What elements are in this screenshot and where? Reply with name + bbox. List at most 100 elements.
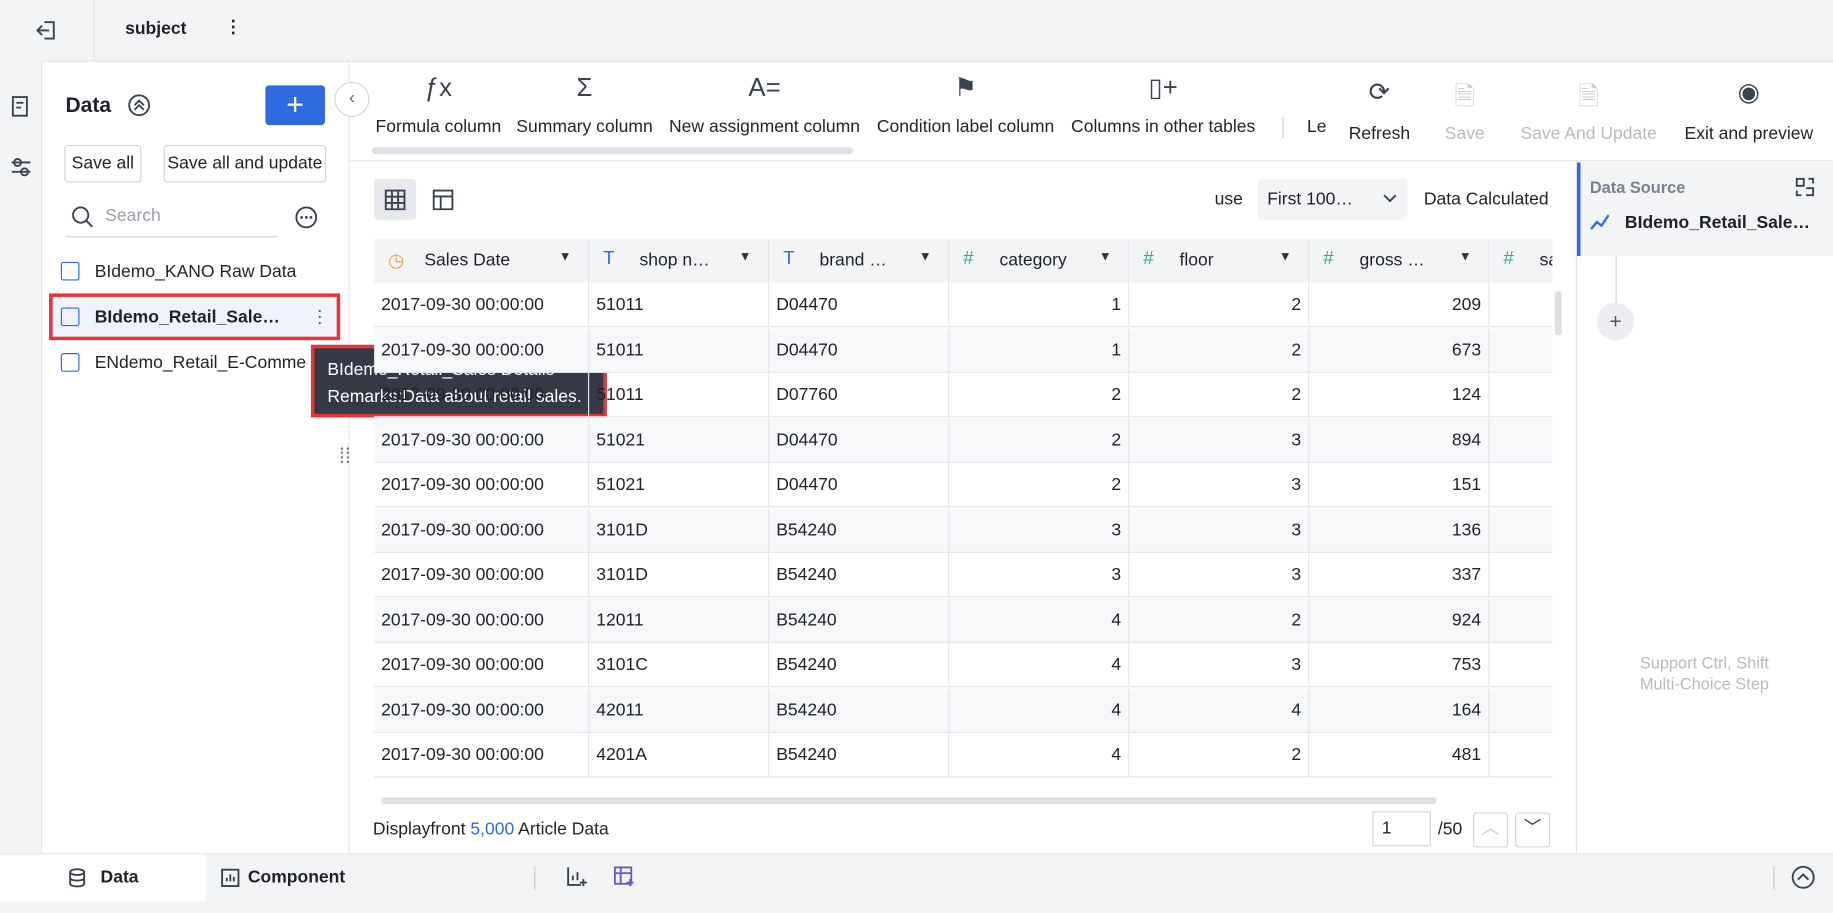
- rows-select[interactable]: [1257, 178, 1408, 220]
- status: Data Calculated: [1423, 189, 1549, 210]
- dataset-more[interactable]: ⋮: [310, 307, 329, 328]
- dataset-item[interactable]: BIdemo_KANO Raw Data: [94, 261, 297, 282]
- swap-icon[interactable]: [1794, 177, 1815, 198]
- cell: 337: [1309, 552, 1490, 598]
- back-icon[interactable]: [35, 19, 58, 42]
- toolbar-item[interactable]: Le: [1306, 116, 1326, 137]
- cell: 2017-09-30 00:00:00: [374, 687, 590, 733]
- action-button[interactable]: Refresh: [1348, 123, 1411, 144]
- column-title: shop n…: [639, 250, 710, 271]
- footer-suffix: Article Data: [518, 819, 609, 840]
- column-header[interactable]: # gross … ▼: [1309, 238, 1490, 283]
- action-button[interactable]: Exit and preview: [1684, 123, 1814, 144]
- panel-title: Data Source: [1589, 177, 1686, 197]
- toolbar-item[interactable]: Summary column: [516, 116, 653, 137]
- toolbar-item[interactable]: Columns in other tables: [1071, 116, 1256, 137]
- divider: [1282, 116, 1284, 138]
- column-header[interactable]: # sa: [1489, 238, 1553, 283]
- toolbar-item[interactable]: Condition label column: [876, 116, 1055, 137]
- cell: 2017-09-30 00:00:00: [374, 327, 590, 373]
- settings-icon[interactable]: [8, 154, 34, 180]
- row-stripe: [374, 687, 1553, 733]
- add-chart-icon[interactable]: [566, 865, 589, 888]
- collapse-sidebar[interactable]: ‹: [334, 81, 370, 117]
- options-icon[interactable]: [295, 206, 318, 229]
- action-button[interactable]: Save: [1444, 123, 1485, 144]
- data-tab[interactable]: [0, 854, 206, 902]
- grid-view[interactable]: [374, 178, 417, 220]
- chart-icon: [221, 868, 240, 888]
- action-icon: 🗎: [1578, 81, 1600, 112]
- toolbar-icon: A=: [748, 72, 781, 102]
- tab-label[interactable]: Component: [247, 867, 346, 888]
- drag-handle[interactable]: ⁞⁞: [339, 444, 351, 468]
- sort-arrow[interactable]: ▼: [1458, 250, 1472, 265]
- selected-highlight: [49, 293, 341, 341]
- layout-icon[interactable]: [431, 188, 454, 211]
- prev-page[interactable]: ︿: [1472, 812, 1509, 848]
- cell: [1489, 643, 1553, 688]
- add-step[interactable]: +: [1596, 302, 1635, 341]
- column-title: brand …: [819, 250, 887, 271]
- save-all-update-button[interactable]: Save all and update: [163, 144, 327, 183]
- toolbar-icon: ⚑: [954, 72, 978, 102]
- tooltip-remarks: Remarks:Data about retail sales.: [327, 386, 582, 407]
- collapse-icon[interactable]: [127, 94, 150, 117]
- sort-arrow[interactable]: ▼: [558, 250, 572, 265]
- cell: 2017-09-30 00:00:00: [374, 507, 590, 553]
- divider: [348, 60, 350, 854]
- dataset-item[interactable]: ENdemo_Retail_E-Comme: [94, 353, 307, 373]
- hint: Support Ctrl, Shift Multi-Choice Step: [1576, 652, 1833, 694]
- action-button[interactable]: Save And Update: [1520, 123, 1657, 144]
- toolbar-border: [349, 160, 1833, 162]
- cell: 12011: [589, 597, 770, 643]
- row-stripe: [374, 597, 1553, 643]
- cell: 164: [1309, 687, 1490, 733]
- add-table-icon[interactable]: [613, 865, 636, 888]
- search-input[interactable]: Search: [105, 205, 161, 226]
- column-header[interactable]: ◷ Sales Date ▼: [374, 238, 590, 283]
- cell: B54240: [769, 552, 950, 598]
- cell: 4: [949, 687, 1130, 733]
- cell: 2: [1129, 372, 1310, 418]
- data-icon[interactable]: [8, 94, 34, 120]
- column-header[interactable]: # floor ▼: [1129, 238, 1310, 283]
- toolbar-item[interactable]: New assignment column: [669, 116, 861, 137]
- cell: 481: [1309, 732, 1490, 778]
- cell: 2017-09-30 00:00:00: [374, 552, 590, 598]
- cell: 2: [1129, 327, 1310, 373]
- cell: B54240: [769, 642, 950, 688]
- add-button[interactable]: +: [265, 85, 325, 126]
- column-header[interactable]: # category ▼: [949, 238, 1130, 283]
- toolbar-icon: Σ: [576, 72, 593, 102]
- divider: [534, 866, 536, 890]
- toolbar-item[interactable]: Formula column: [375, 116, 502, 137]
- cell: 4: [949, 642, 1130, 688]
- page-input[interactable]: 1: [1372, 811, 1431, 847]
- cell: 2017-09-30 00:00:00: [374, 462, 590, 508]
- source-card[interactable]: [1576, 162, 1833, 257]
- column-title: Sales Date: [424, 250, 511, 271]
- row-stripe: [374, 417, 1553, 463]
- cell: 3101D: [589, 507, 770, 553]
- expand-icon[interactable]: [1791, 865, 1816, 890]
- row-stripe: [374, 327, 1553, 373]
- cell: [1489, 553, 1553, 598]
- save-all-button[interactable]: Save all: [64, 144, 142, 183]
- tab-label: Data: [100, 867, 139, 888]
- cell: D04470: [769, 327, 950, 373]
- cell: B54240: [769, 597, 950, 643]
- sort-arrow[interactable]: ▼: [918, 250, 932, 265]
- more-icon[interactable]: ⋮: [224, 17, 242, 38]
- action-icon: ◉: [1737, 77, 1761, 107]
- sort-arrow[interactable]: ▼: [738, 250, 752, 265]
- cell: 2: [1129, 597, 1310, 643]
- next-page[interactable]: ﹀: [1515, 812, 1551, 848]
- chevron: [1383, 194, 1397, 203]
- sort-arrow[interactable]: ▼: [1098, 250, 1112, 265]
- hint-line: Support Ctrl, Shift: [1639, 653, 1769, 673]
- dataset-item[interactable]: BIdemo_Retail_Sale…: [94, 307, 280, 328]
- sort-arrow[interactable]: ▼: [1278, 250, 1292, 265]
